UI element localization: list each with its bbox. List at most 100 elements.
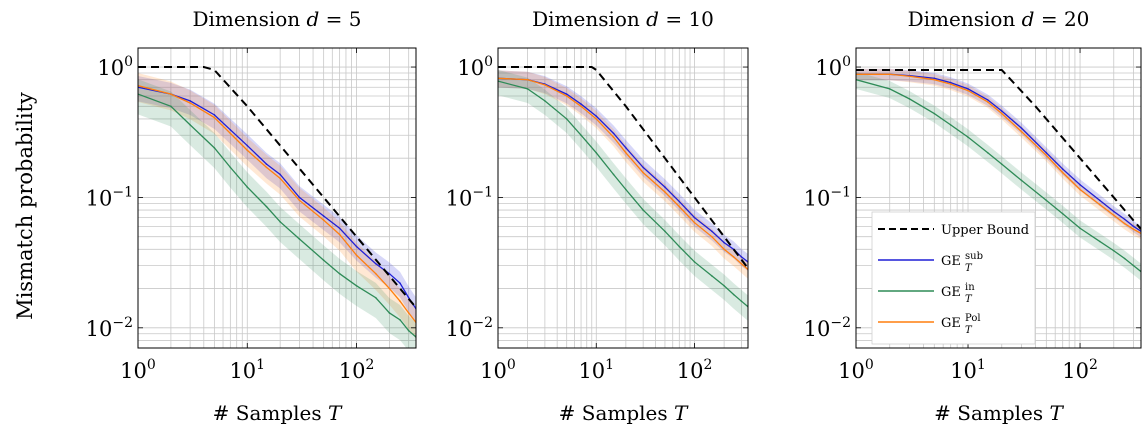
tick-label-exponent: 0 <box>842 54 851 70</box>
data-point-in <box>1123 257 1126 260</box>
tick-label-exponent: 0 <box>147 357 156 373</box>
data-point-pol <box>678 205 681 208</box>
data-point-pol <box>1000 112 1003 115</box>
tick-label-base: 10 <box>339 359 366 383</box>
data-point-sub <box>355 245 358 248</box>
data-point-sub <box>642 166 644 169</box>
confidence-band-in <box>498 69 748 321</box>
confidence-band-in <box>856 71 1141 281</box>
tick-label-base: 10 <box>1062 359 1089 383</box>
tick-label-exponent: −1 <box>112 184 133 200</box>
tick-label-base: 10 <box>86 186 113 210</box>
tick-label-base: 10 <box>950 359 977 383</box>
data-point-sub <box>407 296 410 299</box>
data-point-in <box>189 124 191 126</box>
data-point-pol <box>170 93 172 95</box>
legend-label-base: GE <box>941 316 961 331</box>
data-point-pol <box>1079 188 1081 191</box>
tick-label-base: 10 <box>120 359 147 383</box>
data-point-sub <box>1123 218 1126 221</box>
chart-title-variable: d <box>1022 7 1035 31</box>
data-point-in <box>265 205 268 208</box>
data-point-in <box>407 329 410 332</box>
tick-label-base: 10 <box>804 186 831 210</box>
y-tick-label: 10−1 <box>446 184 493 210</box>
tick-label-base: 10 <box>97 56 124 80</box>
chart-title: Dimension d = 10 <box>532 7 714 31</box>
y-tick-label: 10−2 <box>804 315 851 341</box>
data-point-in <box>246 186 249 188</box>
data-point-in <box>664 230 666 233</box>
legend-label-upper: Upper Bound <box>941 223 1029 238</box>
data-point-sub <box>1112 210 1115 213</box>
chart-title-text: Dimension <box>908 7 1022 31</box>
x-axis-label-variable: T <box>674 401 689 425</box>
data-point-in <box>1079 227 1081 230</box>
legend-label-superscript: sub <box>965 251 983 262</box>
data-point-pol <box>246 149 249 152</box>
plot-frame <box>137 47 417 349</box>
data-point-sub <box>374 262 377 265</box>
x-tick-label: 101 <box>229 357 265 383</box>
data-point-sub <box>986 99 989 101</box>
data-point-sub <box>1045 151 1048 154</box>
tick-label-exponent: −2 <box>112 315 133 331</box>
data-point-in <box>612 173 615 176</box>
legend-label-text: Upper Bound <box>941 223 1029 238</box>
data-point-in <box>595 151 598 154</box>
data-point-pol <box>1112 214 1115 217</box>
data-point-pol <box>265 166 268 169</box>
data-point-in <box>949 124 952 126</box>
data-point-sub <box>1098 199 1101 202</box>
tick-label-exponent: 0 <box>507 357 516 373</box>
data-point-pol <box>229 132 232 135</box>
x-axis-label-text: # Samples <box>559 401 674 425</box>
legend-label-superscript: in <box>965 282 975 293</box>
plot-area <box>856 68 1141 281</box>
chart-title-variable: d <box>307 7 320 31</box>
tick-label-exponent: −1 <box>472 184 493 200</box>
data-point-in <box>338 272 341 275</box>
data-point-sub <box>265 163 268 165</box>
x-axis-label-variable: T <box>328 401 343 425</box>
y-axis-label: Mismatch probability <box>13 92 37 320</box>
data-point-in <box>1000 163 1003 165</box>
y-tick-label: 100 <box>815 54 851 80</box>
data-point-in <box>1098 240 1101 243</box>
x-tick-label: 100 <box>838 357 874 383</box>
tick-label-base: 10 <box>457 56 484 80</box>
data-point-in <box>678 245 681 248</box>
data-point-in <box>1020 179 1023 182</box>
data-point-pol <box>986 101 989 103</box>
data-point-sub <box>949 81 952 84</box>
data-point-in <box>213 147 216 149</box>
legend-label-subscript: T <box>965 263 973 274</box>
y-tick-label: 100 <box>97 54 133 80</box>
legend-label-subscript: T <box>965 294 973 305</box>
data-point-in <box>399 319 401 321</box>
data-point-pol <box>388 287 391 290</box>
data-point-in <box>322 259 325 262</box>
x-tick-label: 102 <box>677 357 713 383</box>
confidence-band-sub <box>138 75 416 323</box>
chart-title-value: = 5 <box>319 7 361 31</box>
series-line-upper <box>498 66 748 269</box>
data-point-sub <box>322 215 325 217</box>
data-point-pol <box>740 262 743 265</box>
data-point-pol <box>189 102 191 104</box>
data-point-in <box>711 275 713 277</box>
data-point-pol <box>595 118 598 120</box>
data-point-in <box>1132 264 1135 267</box>
tick-marks <box>855 48 1141 348</box>
x-axis-label-text: # Samples <box>934 401 1049 425</box>
data-point-pol <box>374 272 377 275</box>
series-line-upper <box>856 68 1141 230</box>
data-point-sub <box>595 115 598 117</box>
data-point-pol <box>612 136 615 138</box>
data-point-pol <box>732 256 735 258</box>
data-point-pol <box>949 83 952 85</box>
tick-label-exponent: 2 <box>1089 357 1098 373</box>
